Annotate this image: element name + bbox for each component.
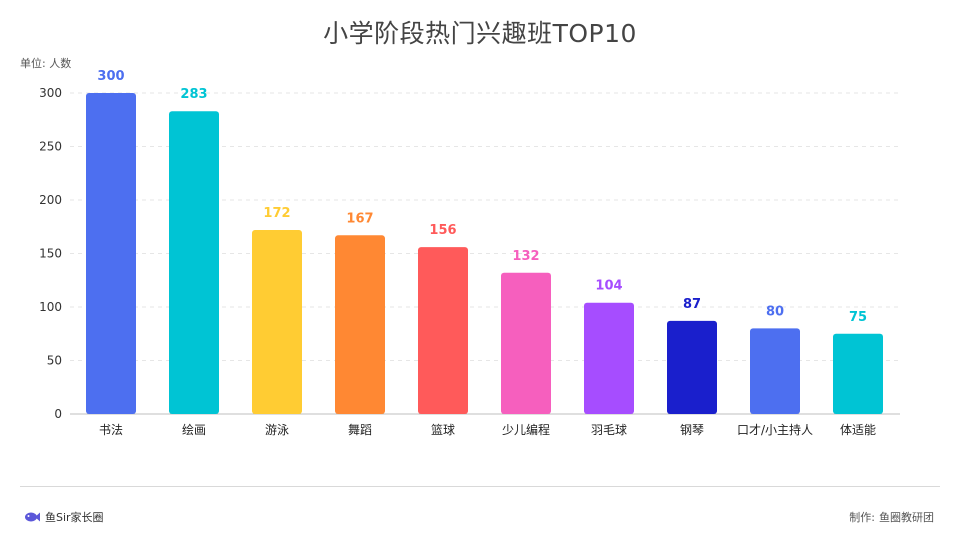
unit-label: 单位: 人数 bbox=[20, 57, 72, 70]
y-tick-label: 300 bbox=[39, 86, 62, 100]
x-tick-label: 舞蹈 bbox=[348, 423, 372, 437]
bar bbox=[252, 229, 302, 414]
x-tick-label: 游泳 bbox=[265, 423, 289, 437]
data-label: 75 bbox=[849, 310, 867, 325]
x-tick-label: 绘画 bbox=[182, 422, 206, 437]
y-tick-label: 0 bbox=[54, 407, 62, 421]
y-tick-label: 250 bbox=[39, 140, 62, 154]
data-label: 87 bbox=[683, 297, 701, 312]
bar-chart: 0 50 100 150 200 250 300 300 书法 283 绘画 172 游泳 167 舞蹈 15… bbox=[39, 69, 900, 437]
x-tick-label: 口才/小主持人 bbox=[737, 422, 813, 437]
x-tick-label: 羽毛球 bbox=[591, 423, 627, 437]
x-tick-label: 篮球 bbox=[431, 422, 455, 437]
bar bbox=[418, 247, 468, 414]
x-tick-label: 体适能 bbox=[840, 423, 876, 437]
data-label: 300 bbox=[97, 69, 124, 84]
chart-title: 小学阶段热门兴趣班TOP10 bbox=[323, 19, 637, 48]
data-label: 104 bbox=[595, 279, 622, 294]
bar bbox=[501, 272, 551, 414]
bar bbox=[667, 320, 717, 414]
bar bbox=[335, 235, 385, 414]
y-tick-label: 150 bbox=[39, 247, 62, 261]
footer-divider bbox=[20, 486, 940, 487]
x-tick-label: 钢琴 bbox=[680, 423, 704, 437]
data-label: 156 bbox=[429, 223, 456, 238]
fish-logo-icon bbox=[25, 512, 40, 522]
bar bbox=[169, 111, 219, 414]
credit: 制作: 鱼圈教研团 bbox=[849, 509, 938, 525]
brand: 鱼Sir家长圈 bbox=[24, 509, 104, 525]
y-tick-label: 100 bbox=[39, 300, 62, 314]
brand-name: 鱼Sir家长圈 bbox=[45, 511, 104, 524]
x-tick-label: 少儿编程 bbox=[502, 422, 550, 437]
bar bbox=[833, 333, 883, 414]
bar bbox=[584, 302, 634, 414]
credit-label: 制作: bbox=[849, 511, 875, 524]
data-label: 167 bbox=[346, 211, 373, 226]
data-label: 283 bbox=[180, 87, 207, 102]
data-label: 172 bbox=[263, 206, 290, 221]
y-tick-label: 50 bbox=[47, 354, 62, 368]
x-tick-label: 书法 bbox=[99, 423, 123, 437]
y-tick-label: 200 bbox=[39, 193, 62, 207]
credit-value: 鱼圈教研团 bbox=[879, 511, 934, 524]
bar bbox=[86, 93, 136, 414]
data-label: 80 bbox=[766, 304, 784, 319]
bar bbox=[750, 328, 800, 414]
data-label: 132 bbox=[512, 249, 539, 264]
